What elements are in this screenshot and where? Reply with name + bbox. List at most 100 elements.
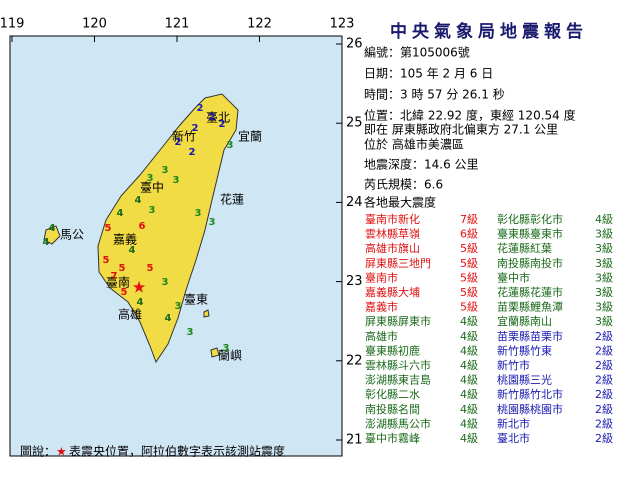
intensity-digit: 2 bbox=[197, 103, 204, 114]
station-level: 4級 bbox=[460, 432, 478, 445]
intensity-digit: 3 bbox=[195, 208, 202, 219]
intensity-digit: 2 bbox=[189, 147, 196, 158]
lon-tick-label: 120 bbox=[82, 17, 107, 32]
station-level: 6級 bbox=[460, 228, 478, 241]
place-label: 臺北 bbox=[206, 110, 230, 125]
station-name: 桃園縣三光 bbox=[497, 373, 552, 387]
station-level: 4級 bbox=[460, 403, 478, 416]
station-name: 桃園縣桃園市 bbox=[497, 402, 563, 416]
station-level: 2級 bbox=[595, 359, 613, 372]
station-name: 臺東縣初鹿 bbox=[365, 343, 420, 357]
station-name: 彰化縣二水 bbox=[365, 387, 420, 401]
intensity-digit: 5 bbox=[121, 287, 128, 298]
taiwan bbox=[97, 93, 239, 364]
info-line: 位置：北緯 22.92 度，東經 120.54 度 bbox=[364, 108, 576, 123]
station-level: 4級 bbox=[460, 374, 478, 387]
station-name: 花蓮縣花蓮市 bbox=[497, 285, 563, 299]
station-level: 2級 bbox=[595, 330, 613, 343]
station-level: 5級 bbox=[460, 242, 478, 255]
station-name: 臺南市 bbox=[365, 270, 398, 284]
station-level: 5級 bbox=[460, 257, 478, 270]
intensity-digit: 6 bbox=[139, 221, 146, 232]
lat-tick-label: 25 bbox=[346, 116, 363, 131]
station-name: 嘉義市 bbox=[365, 300, 398, 314]
station-level: 4級 bbox=[460, 388, 478, 401]
station-level: 2級 bbox=[595, 403, 613, 416]
intensity-digit: 5 bbox=[103, 255, 110, 266]
station-name: 雲林縣草嶺 bbox=[365, 227, 420, 241]
legend-prefix: 圖說： bbox=[20, 444, 56, 459]
station-name: 苗栗縣鯉魚潭 bbox=[497, 300, 563, 314]
station-name: 臺中市 bbox=[497, 270, 530, 284]
station-name: 屏東縣屏東市 bbox=[365, 314, 431, 328]
place-label: 蘭嶼 bbox=[218, 349, 242, 363]
intensity-digit: 2 bbox=[219, 119, 226, 130]
intensity-digit: 3 bbox=[162, 165, 169, 176]
place-label: 臺南 bbox=[106, 275, 130, 290]
station-level: 2級 bbox=[595, 374, 613, 387]
station-level: 5級 bbox=[460, 271, 478, 284]
lon-tick-label: 123 bbox=[330, 17, 355, 32]
station-level: 5級 bbox=[460, 301, 478, 314]
intensity-digit: 4 bbox=[165, 313, 172, 324]
station-level: 3級 bbox=[595, 286, 613, 299]
station-name: 新竹市 bbox=[497, 358, 530, 372]
intensity-digit: 3 bbox=[147, 173, 154, 184]
legend-text: 表震央位置，阿拉伯數字表示該測站震度 bbox=[69, 444, 285, 459]
intensity-digit: 5 bbox=[105, 223, 112, 234]
intensity-digit: 4 bbox=[43, 237, 50, 248]
intensity-digit: 4 bbox=[137, 297, 144, 308]
station-name: 新竹縣竹東 bbox=[497, 343, 552, 357]
intensity-digit: 4 bbox=[117, 208, 124, 219]
intensity-digit: 3 bbox=[209, 217, 216, 228]
intensity-digit: 4 bbox=[129, 245, 136, 256]
intensity-digit: 2 bbox=[175, 137, 182, 148]
station-name: 臺南市新化 bbox=[365, 212, 420, 226]
lanyu bbox=[210, 347, 220, 358]
lat-tick-label: 24 bbox=[346, 195, 363, 210]
info-line: 位於 高雄市美濃區 bbox=[364, 137, 464, 152]
station-level: 4級 bbox=[460, 330, 478, 343]
station-level: 3級 bbox=[595, 228, 613, 241]
place-label: 新竹 bbox=[172, 129, 196, 144]
legend-star: ★ bbox=[56, 445, 67, 459]
station-name: 嘉義縣大埔 bbox=[365, 285, 420, 299]
lon-tick-label: 122 bbox=[247, 17, 272, 32]
intensity-digit: 3 bbox=[223, 343, 230, 354]
station-name: 宜蘭縣南山 bbox=[497, 314, 552, 328]
intensity-digit: 2 bbox=[192, 123, 199, 134]
place-label: 臺中 bbox=[140, 180, 164, 195]
lat-tick-label: 21 bbox=[346, 433, 363, 448]
intensity-digit: 5 bbox=[147, 263, 154, 274]
intensity-digit: 3 bbox=[227, 140, 234, 151]
lat-tick-label: 23 bbox=[346, 274, 363, 289]
station-level: 3級 bbox=[595, 257, 613, 270]
station-name: 苗栗縣苗栗市 bbox=[497, 329, 563, 343]
info-line: 時間：3 時 57 分 26.1 秒 bbox=[364, 88, 505, 102]
report-title: 中央氣象局地震報告 bbox=[390, 21, 588, 42]
place-label: 臺東 bbox=[184, 292, 208, 307]
station-name: 高雄市旗山 bbox=[365, 241, 420, 255]
lon-tick-label: 119 bbox=[0, 17, 24, 32]
place-label: 馬公 bbox=[60, 228, 84, 242]
lat-tick-label: 26 bbox=[346, 37, 363, 52]
station-name: 新竹縣竹北市 bbox=[497, 387, 563, 401]
intensity-digit: 4 bbox=[135, 195, 142, 206]
info-line: 日期：105 年 2 月 6 日 bbox=[364, 67, 493, 81]
intensity-digit: 3 bbox=[173, 175, 180, 186]
station-name: 花蓮縣紅葉 bbox=[497, 241, 552, 255]
station-level: 2級 bbox=[595, 417, 613, 430]
station-name: 雲林縣斗六市 bbox=[365, 358, 431, 372]
station-name: 南投縣南投市 bbox=[497, 256, 563, 270]
station-name: 新北市 bbox=[497, 416, 530, 430]
station-level: 4級 bbox=[460, 417, 478, 430]
station-level: 2級 bbox=[595, 388, 613, 401]
info-line: 芮氏規模：6.6 bbox=[364, 177, 443, 192]
station-level: 2級 bbox=[595, 432, 613, 445]
station-level: 2級 bbox=[595, 344, 613, 357]
intensity-digit: 3 bbox=[175, 301, 182, 312]
place-label: 嘉義 bbox=[113, 232, 137, 247]
station-level: 4級 bbox=[460, 344, 478, 357]
